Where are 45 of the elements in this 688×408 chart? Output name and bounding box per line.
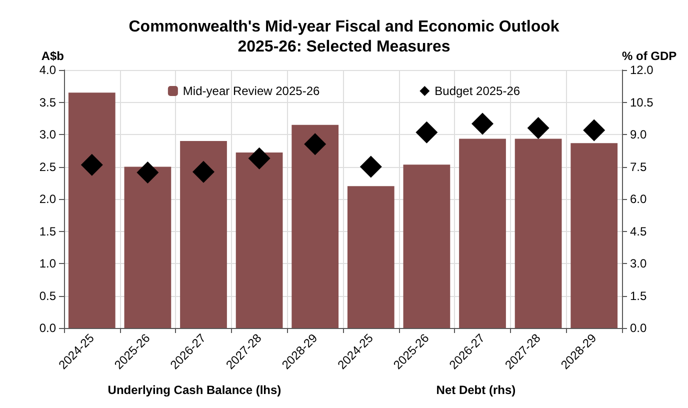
y-tick-label: 0.0: [39, 321, 56, 335]
y2-tick-label: 12.0: [630, 63, 654, 77]
bar: [180, 140, 227, 328]
y2-tick-label: 7.5: [630, 160, 648, 174]
y-tick-label: 2.0: [39, 192, 56, 206]
y2-tick-label: 9.0: [630, 128, 648, 142]
y2-tick-label: 3.0: [630, 256, 648, 270]
text: Net Debt (rhs): [436, 383, 516, 397]
y-tick-label: 3.0: [39, 128, 56, 142]
bar: [570, 143, 618, 328]
bar: [292, 124, 339, 328]
y2-tick-label: 10.5: [630, 95, 654, 110]
point: [248, 147, 270, 170]
y-tick-label: 3.5: [39, 95, 56, 110]
point: [472, 112, 494, 135]
y-tick-label: 1.0: [39, 256, 56, 270]
point: [136, 162, 159, 184]
legend-label: Budget 2025-26: [434, 84, 520, 98]
bar: [403, 164, 450, 328]
bar: [459, 138, 506, 328]
bar: [236, 152, 283, 328]
y2-tick-label: 4.5: [630, 224, 648, 238]
y2-tick-label: 0.0: [630, 321, 648, 335]
y-tick-label: 1.5: [39, 224, 56, 238]
y2-axis-title: % of GDP: [622, 49, 677, 63]
point: [416, 121, 438, 144]
y2-tick-label: 1.5: [630, 288, 648, 303]
y2-tick-label: 6.0: [630, 192, 648, 206]
y-axis-title: A$b: [41, 49, 64, 63]
point: [527, 117, 550, 140]
chart-title: Commonwealth's Mid-year Fiscal and Economic Outlook 2025-26: Selected Measures: [128, 18, 560, 56]
y-tick-label: 2.5: [39, 160, 56, 174]
bar: [347, 186, 394, 328]
y-tick-label: 0.5: [39, 288, 56, 303]
point: [304, 133, 326, 156]
point: [583, 119, 606, 142]
bar: [68, 92, 116, 328]
legend-label: Mid-year Review 2025-26: [182, 84, 320, 98]
y-tick-label: 4.0: [39, 63, 56, 77]
point: [80, 154, 103, 176]
bar: [124, 166, 172, 328]
text: Underlying Cash Balance (lhs): [108, 383, 282, 397]
bar: [514, 138, 562, 328]
point: [192, 160, 214, 183]
point: [360, 156, 382, 178]
